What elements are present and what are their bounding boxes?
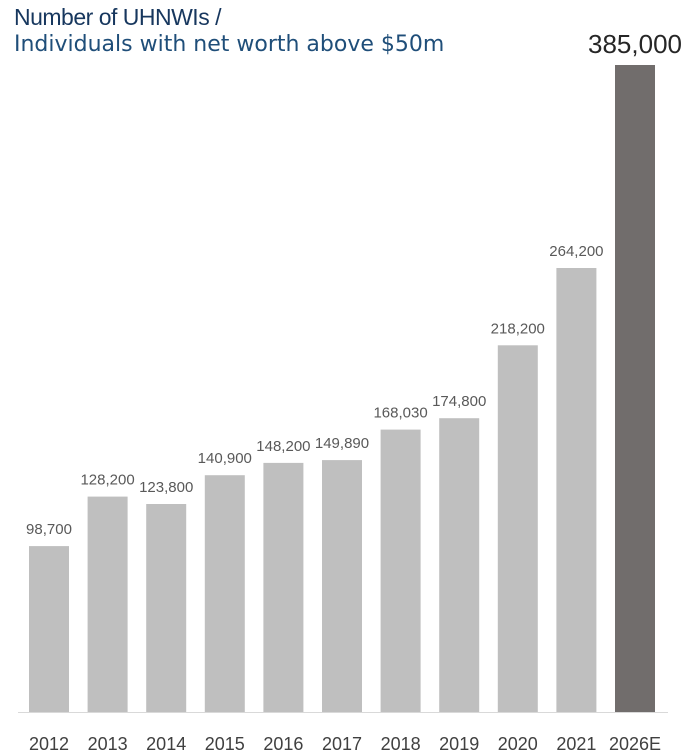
chart-subtitle: Individuals with net worth above $50m: [14, 31, 445, 57]
bar-2016: [263, 462, 304, 712]
value-label-2020: 218,200: [491, 320, 545, 337]
bar-2020: [497, 345, 538, 712]
x-tick-label-2020: 2020: [498, 734, 538, 754]
x-tick-label-2016: 2016: [263, 734, 303, 754]
x-tick-label-2012: 2012: [29, 734, 69, 754]
value-label-2018: 168,030: [373, 405, 427, 422]
value-label-2012: 98,700: [26, 521, 72, 538]
x-tick-label-2015: 2015: [205, 734, 245, 754]
chart-title: Number of UHNWIs /: [14, 4, 221, 30]
value-label-2015: 140,900: [198, 450, 252, 467]
value-label-2017: 149,890: [315, 435, 369, 452]
bars-group: [29, 65, 655, 712]
bar-2019: [439, 418, 480, 712]
x-tick-labels-group: 2012 2013 2014 2015 2016 2017 2018 2019 2020 2021…: [29, 734, 661, 754]
value-label-2014: 123,800: [139, 479, 193, 496]
bar-2014: [146, 504, 187, 712]
value-label-2016: 148,200: [256, 438, 310, 455]
bar-2018: [380, 429, 421, 712]
x-tick-label-2013: 2013: [88, 734, 128, 754]
bar-2021: [556, 268, 597, 712]
value-label-2013: 128,200: [80, 472, 134, 489]
bar-2012: [29, 546, 69, 712]
bar-2015: [204, 475, 245, 712]
chart-title-block: Number of UHNWIs / Individuals with net …: [14, 4, 444, 58]
value-label-2019: 174,800: [432, 393, 486, 410]
value-label-2026E: 385,000: [588, 29, 682, 59]
x-tick-label-2019: 2019: [439, 734, 479, 754]
bar-2013: [87, 496, 128, 712]
x-tick-label-2021: 2021: [556, 734, 596, 754]
x-tick-label-2026E: 2026E: [609, 734, 661, 754]
bar-2026E: [615, 65, 655, 712]
x-tick-label-2017: 2017: [322, 734, 362, 754]
x-tick-label-2018: 2018: [381, 734, 421, 754]
bar-2017: [322, 460, 362, 712]
x-tick-label-2014: 2014: [146, 734, 186, 754]
value-label-2021: 264,200: [549, 243, 603, 260]
